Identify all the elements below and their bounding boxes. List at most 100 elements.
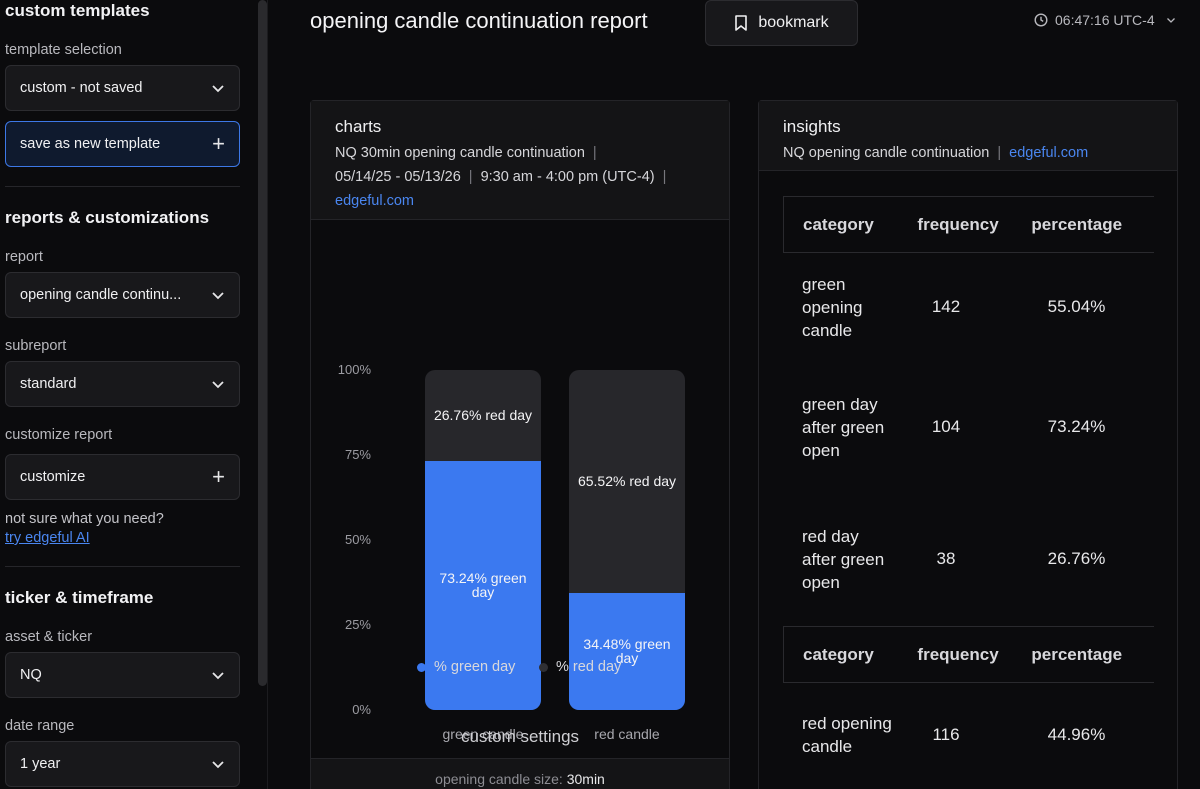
row-percentage: 44.96% (1047, 725, 1106, 744)
sidebar-divider (5, 186, 240, 187)
bar-chart: 100% 75% 50% 25% 0% 73.24% green day 26.76% r… (311, 220, 729, 789)
sidebar-scrollbar[interactable] (258, 0, 267, 686)
row-category: red opening candle (802, 714, 892, 756)
row-frequency: 104 (931, 417, 961, 436)
header-category: category (803, 644, 874, 664)
y-tick-label: 25% (344, 617, 371, 632)
charts-site-link[interactable]: edgeful.com (335, 193, 414, 209)
report-value: opening candle continu... (20, 287, 182, 303)
clock-icon (1034, 13, 1048, 27)
charts-session: 9:30 am - 4:00 pm (UTC-4) (480, 169, 655, 185)
legend-dot-green (417, 662, 426, 672)
try-ai-link[interactable]: try edgeful AI (5, 530, 90, 546)
plus-icon: + (212, 131, 225, 156)
help-text: not sure what you need? (5, 511, 164, 527)
chevron-down-icon (212, 85, 224, 93)
bar-green-candle: 73.24% green day 26.76% red day (425, 370, 541, 710)
customize-label: customize report (5, 427, 113, 443)
y-tick-label: 0% (352, 702, 371, 717)
bar-segment-green (569, 592, 685, 710)
separator: | (997, 145, 1002, 161)
bar-label-red: 26.76% red day (433, 407, 533, 424)
template-selection-value: custom - not saved (20, 80, 143, 96)
bookmark-icon (735, 15, 748, 31)
charts-date-range: 05/14/25 - 05/13/26 (335, 169, 461, 185)
clock-dropdown[interactable]: 06:47:16 UTC-4 (1034, 12, 1176, 28)
bookmark-button[interactable]: bookmark (705, 0, 858, 46)
row-category: green opening candle (802, 274, 863, 340)
table-row: green day after green open 104 73.24% (783, 366, 1154, 488)
page-title: opening candle continuation report (310, 8, 648, 33)
template-selection-label: template selection (5, 42, 122, 58)
table-row: red opening candle 116 44.96% (783, 686, 1154, 784)
customize-value: customize (20, 469, 86, 485)
header-percentage: percentage (1031, 644, 1123, 664)
legend-green-label: % green day (434, 659, 516, 675)
legend-green: % green day (417, 659, 515, 675)
legend-red-label: % red day (556, 659, 622, 675)
insights-panel: insights NQ opening candle continuation |… (758, 100, 1178, 789)
sidebar-divider (5, 566, 240, 567)
subreport-dropdown[interactable]: standard (5, 361, 240, 407)
subreport-value: standard (20, 376, 77, 392)
asset-value: NQ (20, 667, 42, 683)
chevron-down-icon (212, 672, 224, 680)
header-frequency: frequency (917, 214, 999, 234)
asset-label: asset & ticker (5, 629, 93, 645)
plus-icon: + (212, 464, 225, 489)
insights-title: insights (783, 117, 841, 136)
insights-site-link[interactable]: edgeful.com (1009, 145, 1089, 161)
header-percentage: percentage (1031, 214, 1123, 234)
bookmark-label: bookmark (758, 14, 829, 31)
y-tick-label: 100% (337, 362, 371, 377)
chevron-down-icon (212, 761, 224, 769)
chevron-down-icon (212, 381, 224, 389)
row-category: red day after green open (802, 526, 885, 592)
bar-segment-green (425, 460, 541, 710)
date-range-label: date range (5, 718, 75, 734)
customize-button[interactable]: customize + (5, 454, 240, 500)
bar-label-green: 73.24% green day (439, 570, 527, 601)
save-template-label: save as new template (20, 136, 161, 152)
y-tick-label: 50% (344, 532, 371, 547)
bar-red-candle: 34.48% green day 65.52% red day (569, 370, 685, 710)
charts-panel-header: charts NQ 30min opening candle continuat… (311, 101, 729, 220)
sidebar: custom templates template selection cust… (0, 0, 256, 789)
asset-dropdown[interactable]: NQ (5, 652, 240, 698)
subreport-label: subreport (5, 338, 67, 354)
bar-label-red: 65.52% red day (577, 473, 677, 490)
custom-templates-heading: custom templates (5, 1, 150, 20)
row-frequency: 116 (932, 725, 960, 744)
insights-subtitle: NQ opening candle continuation | edgeful.c… (783, 141, 1153, 165)
custom-setting-label: opening candle size: (435, 771, 563, 787)
row-frequency: 142 (931, 297, 961, 316)
table-header: category frequency percentage (783, 196, 1154, 253)
date-range-value: 1 year (20, 756, 61, 772)
row-category: green day after green open (802, 394, 885, 460)
custom-settings-title: custom settings (460, 727, 580, 746)
legend-red: % red day (539, 659, 621, 675)
legend-dot-red (539, 662, 548, 672)
charts-panel: charts NQ 30min opening candle continuat… (310, 100, 730, 789)
report-label: report (5, 249, 43, 265)
chevron-down-icon (1166, 18, 1175, 23)
row-frequency: 38 (936, 549, 956, 568)
header-frequency: frequency (917, 644, 999, 664)
template-selection-dropdown[interactable]: custom - not saved (5, 65, 240, 111)
x-category-label: red candle (594, 726, 660, 742)
charts-title: charts (335, 117, 382, 136)
header-category: category (803, 214, 874, 234)
bar-label-green: 34.48% green day (583, 636, 671, 667)
insights-report-name: NQ opening candle continuation (783, 145, 990, 161)
separator: | (468, 169, 473, 185)
custom-setting-row: opening candle size: 30min (311, 758, 729, 789)
row-percentage: 26.76% (1047, 549, 1106, 568)
separator: | (662, 169, 667, 185)
custom-setting-value: 30min (566, 771, 605, 787)
save-template-button[interactable]: save as new template + (5, 121, 240, 167)
charts-report-name: NQ 30min opening candle continuation (335, 145, 585, 161)
date-range-dropdown[interactable]: 1 year (5, 741, 240, 787)
report-dropdown[interactable]: opening candle continu... (5, 272, 240, 318)
table-row: red day after green open 38 26.76% (783, 498, 1154, 620)
table-header: category frequency percentage (783, 626, 1154, 683)
